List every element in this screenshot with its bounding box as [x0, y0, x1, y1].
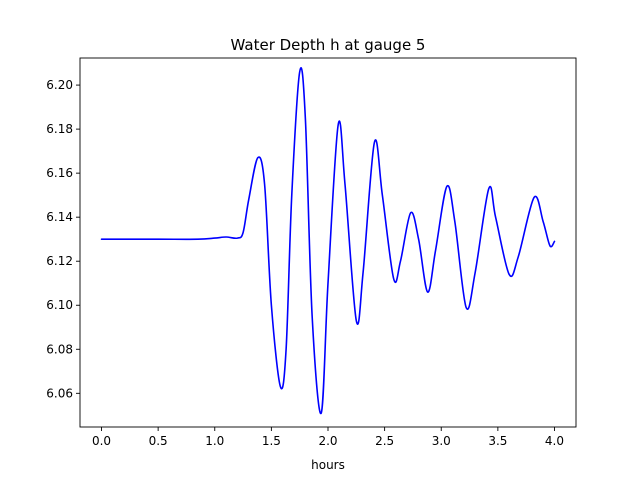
x-tick-label-3: 1.5: [262, 434, 281, 448]
x-tick-label-6: 3.0: [432, 434, 451, 448]
x-axis-label: hours: [311, 458, 345, 472]
x-tick-label-0: 0.0: [92, 434, 111, 448]
x-tick-label-8: 4.0: [545, 434, 564, 448]
y-tick-label-2: 6.10: [46, 298, 73, 312]
y-tick-label-3: 6.12: [46, 254, 73, 268]
y-tick-label-5: 6.16: [46, 166, 73, 180]
x-tick-label-1: 0.5: [149, 434, 168, 448]
series-line-0: [100, 67, 556, 415]
y-tick-label-6: 6.18: [46, 122, 73, 136]
x-tick-label-5: 2.5: [375, 434, 394, 448]
axes-frame: [79, 57, 577, 428]
x-tick-label-7: 3.5: [488, 434, 507, 448]
y-tick-label-1: 6.08: [46, 342, 73, 356]
plot-area: 0.0 0.5 1.0 1.5 2.0 2.5 3.0 3.5 4.0 6.06 6.08 6.10 6…: [46, 57, 577, 448]
y-tick-label-7: 6.20: [46, 78, 73, 92]
x-tick-label-2: 1.0: [205, 434, 224, 448]
y-tick-label-4: 6.14: [46, 210, 73, 224]
y-tick-label-0: 6.06: [46, 386, 73, 400]
chart-title: Water Depth h at gauge 5: [231, 36, 426, 54]
x-tick-label-4: 2.0: [318, 434, 337, 448]
